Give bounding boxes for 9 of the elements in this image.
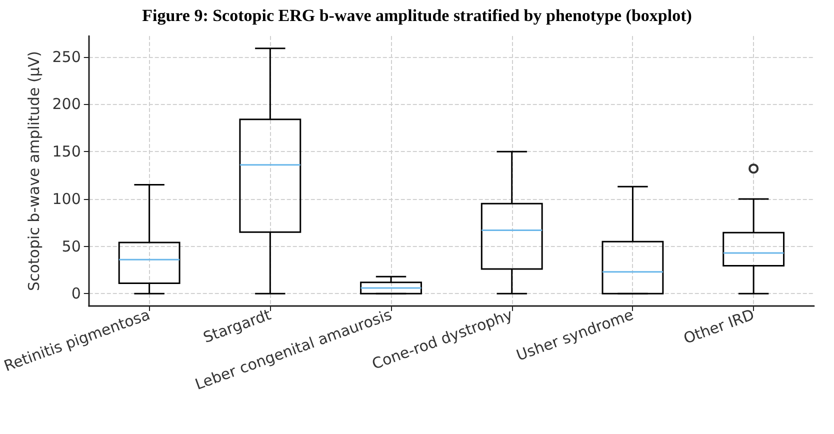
y-tick-label: 100 bbox=[52, 190, 81, 208]
y-axis-title: Scotopic b-wave amplitude (μV) bbox=[24, 50, 43, 292]
y-tick-label: 50 bbox=[62, 237, 81, 256]
y-tick-label: 250 bbox=[52, 48, 81, 66]
x-tick-label: Other IRD bbox=[681, 306, 757, 348]
chart-title: Figure 9: Scotopic ERG b-wave amplitude stratified by phenotype (boxplot) bbox=[142, 6, 692, 25]
y-tick-label: 0 bbox=[71, 284, 81, 303]
y-tick-label: 150 bbox=[52, 142, 81, 161]
y-tick-label: 200 bbox=[52, 95, 81, 114]
